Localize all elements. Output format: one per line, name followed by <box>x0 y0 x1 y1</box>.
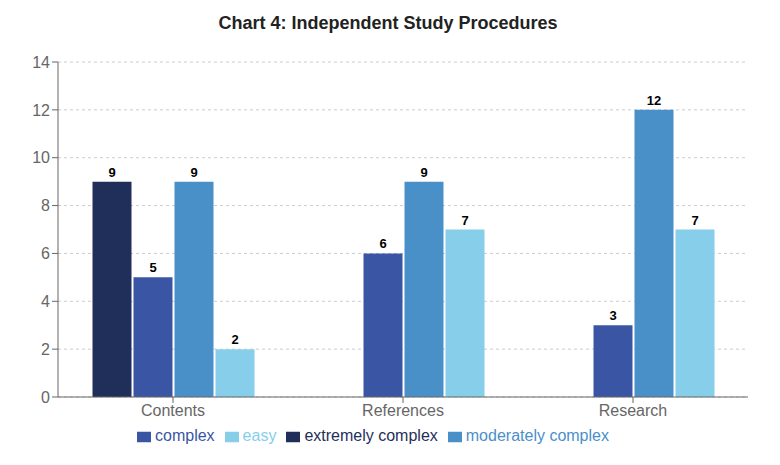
svg-text:7: 7 <box>461 213 468 228</box>
html-text:moderately complex: moderately complex <box>465 427 609 444</box>
svg-text:2: 2 <box>41 341 50 358</box>
svg-text:9: 9 <box>190 165 197 180</box>
svg-text:8: 8 <box>41 197 50 214</box>
svg-text:14: 14 <box>32 54 50 71</box>
html-text:complex: complex <box>155 427 215 444</box>
svg-text:References: References <box>362 402 444 419</box>
svg-text:5: 5 <box>149 260 156 275</box>
svg-text:4: 4 <box>41 293 50 310</box>
svg-text:0: 0 <box>41 389 50 406</box>
svg-text:7: 7 <box>691 213 698 228</box>
svg-text:Research: Research <box>599 402 667 419</box>
svg-text:6: 6 <box>379 236 386 251</box>
svg-text:6: 6 <box>41 245 50 262</box>
svg-text:12: 12 <box>647 93 661 108</box>
svg-text:9: 9 <box>108 165 115 180</box>
svg-text:2: 2 <box>231 332 238 347</box>
svg-text:9: 9 <box>420 165 427 180</box>
svg-text:3: 3 <box>609 308 616 323</box>
svg-text:12: 12 <box>32 102 50 119</box>
html-text:extremely complex: extremely complex <box>304 427 438 444</box>
svg-text:10: 10 <box>32 149 50 166</box>
html-text:easy: easy <box>242 427 277 444</box>
html-text:Chart 4: Independent Study Pro: Chart 4: Independent Study Procedures <box>218 13 558 33</box>
svg-text:Contents: Contents <box>141 402 205 419</box>
